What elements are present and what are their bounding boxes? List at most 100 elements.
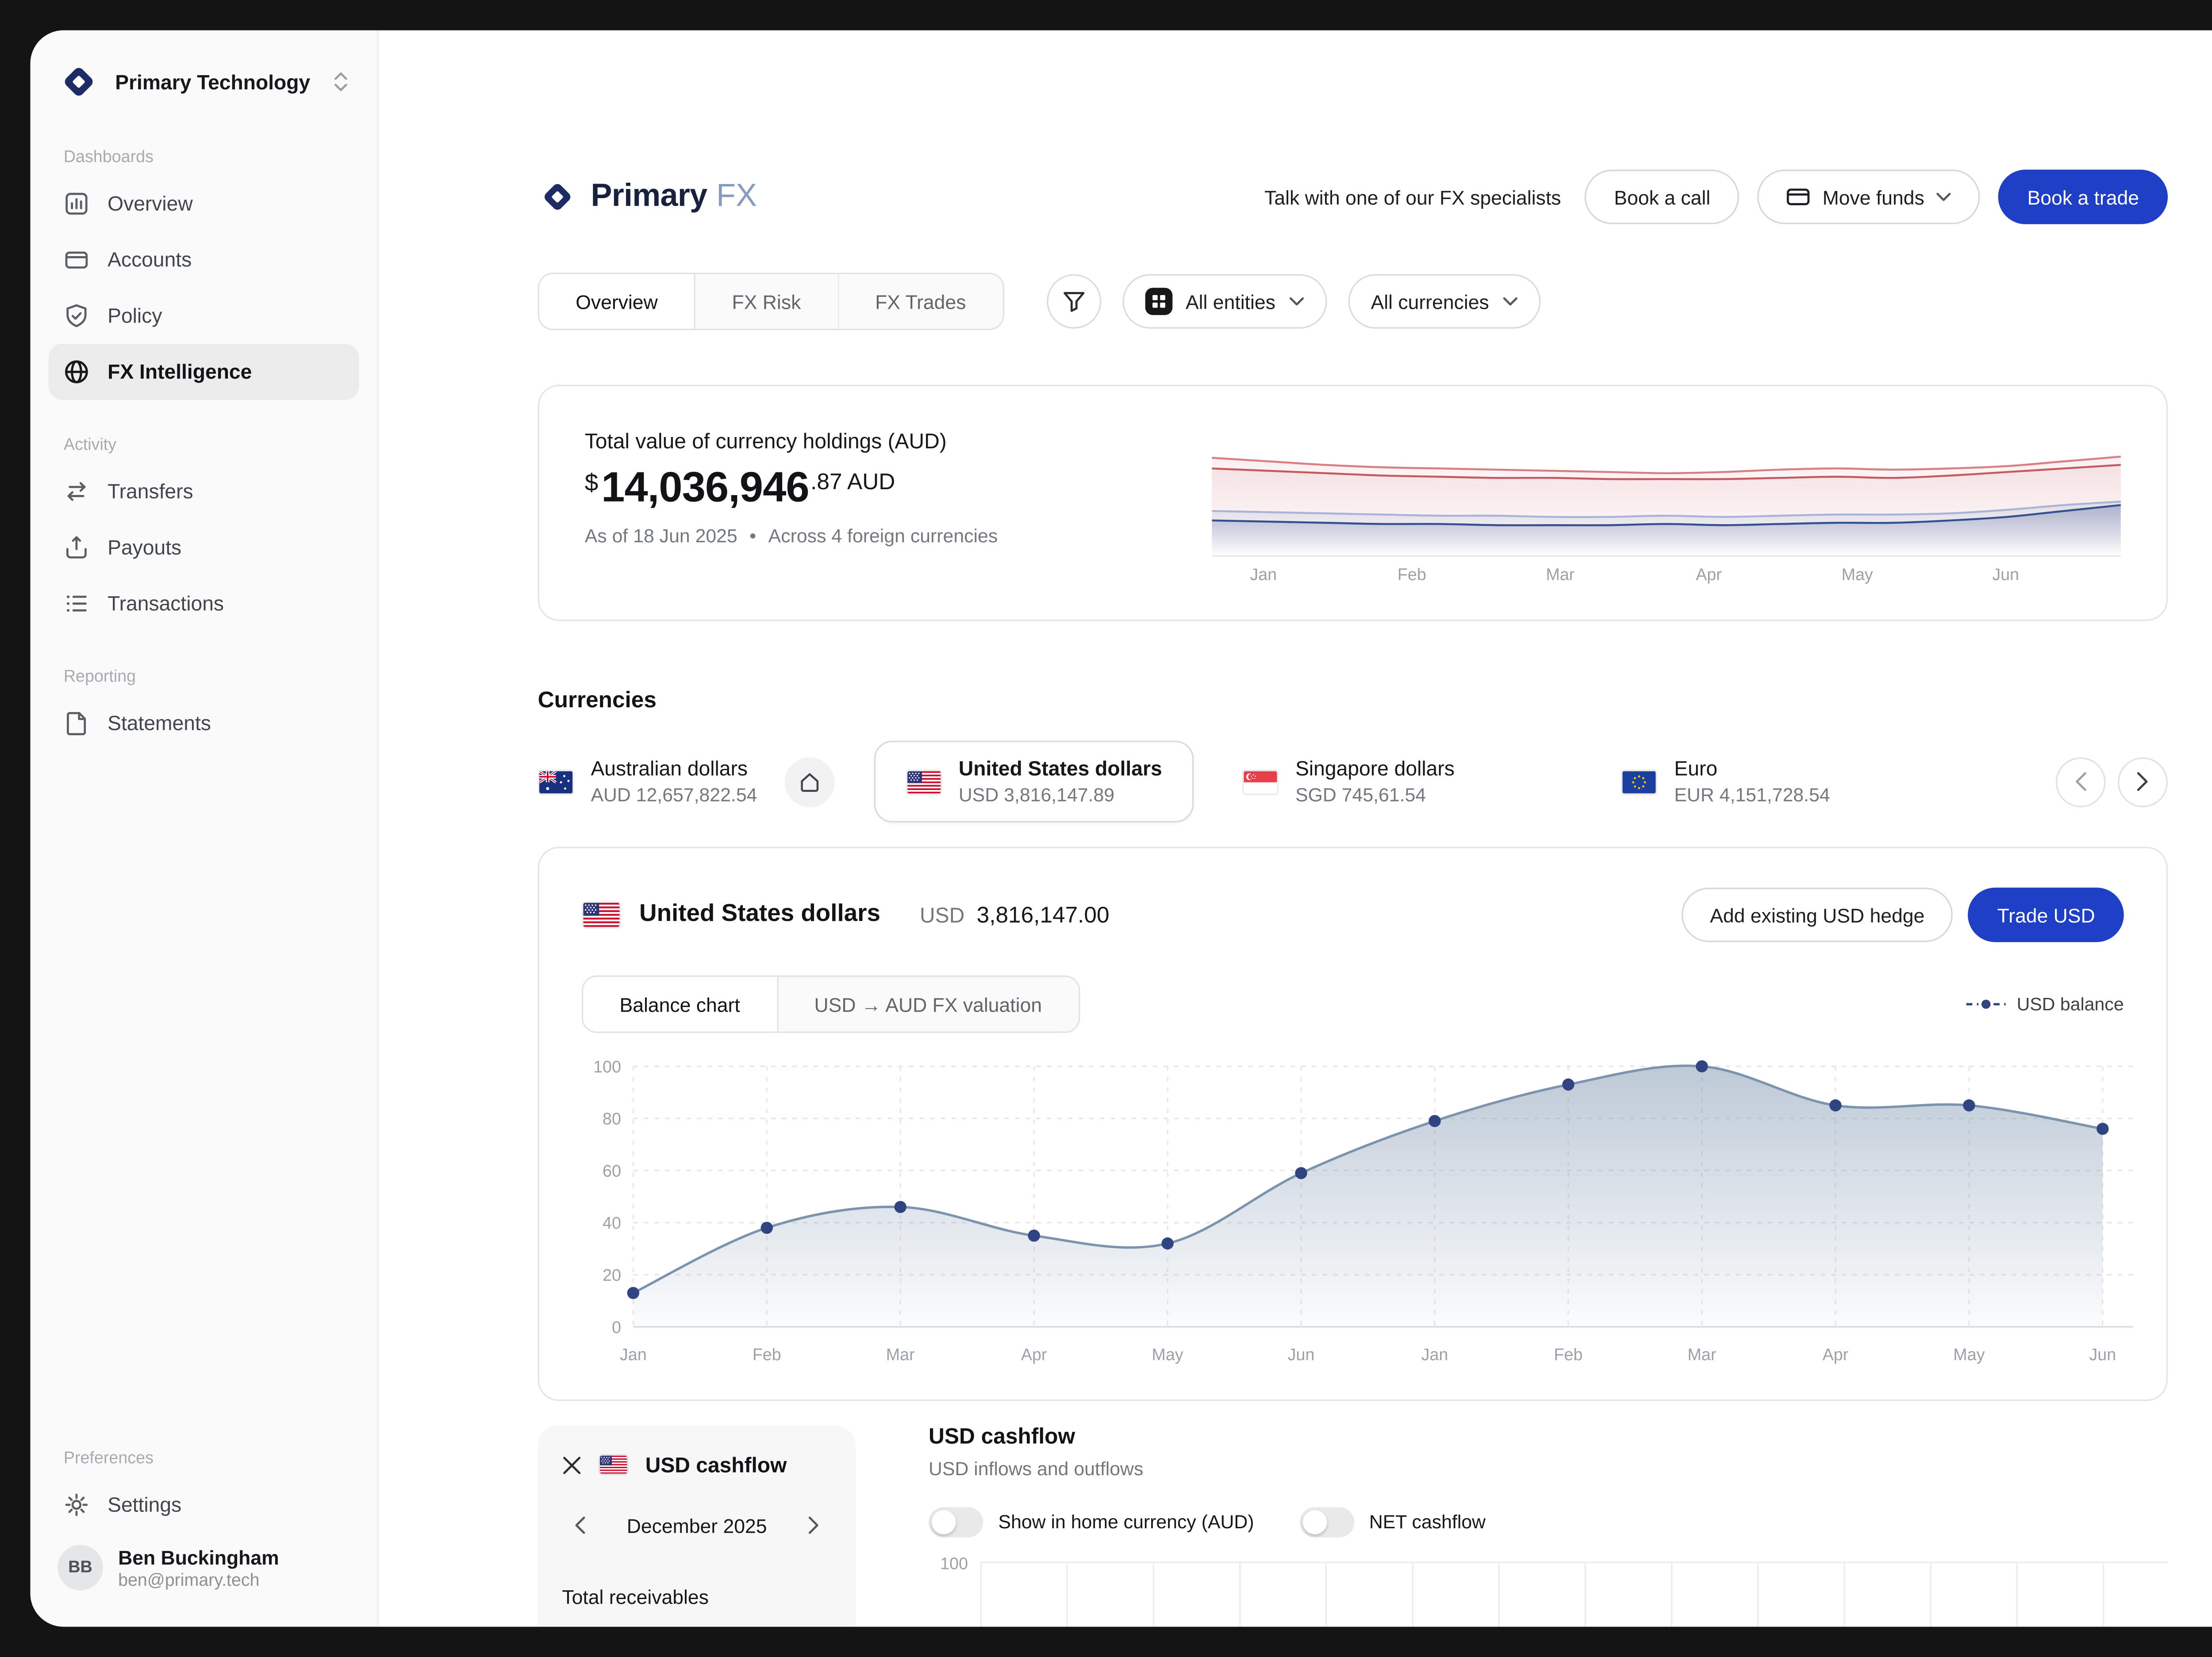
move-funds-button[interactable]: Move funds [1757, 169, 1981, 224]
prev-month-button[interactable] [562, 1507, 598, 1543]
cashflow-chart-area [980, 1561, 2168, 1627]
tab-overview[interactable]: Overview [539, 274, 696, 329]
chevron-left-icon [575, 1516, 585, 1534]
sidebar-item-transactions[interactable]: Transactions [49, 575, 359, 632]
total-receivables-label: Total receivables [562, 1586, 709, 1609]
svg-text:Jan: Jan [1250, 565, 1277, 583]
usd-balance-legend: USD balance [1966, 993, 2124, 1015]
user-email: ben@primary.tech [118, 1571, 260, 1590]
us-flag-icon [906, 768, 942, 794]
holdings-card: Total value of currency holdings (AUD) $… [538, 384, 2168, 621]
svg-text:Apr: Apr [1021, 1345, 1047, 1364]
svg-text:20: 20 [603, 1266, 621, 1285]
usd-code: USD [920, 902, 965, 927]
sidebar-item-statements[interactable]: Statements [49, 695, 359, 752]
card-icon [1787, 188, 1810, 205]
holdings-meta: As of 18 Jun 2025 • Across 4 foreign cur… [584, 525, 998, 547]
eu-flag-icon [1621, 768, 1658, 794]
sidebar-item-fx-intelligence[interactable]: FX Intelligence [48, 344, 359, 400]
carousel-next-button[interactable] [2118, 756, 2168, 807]
sg-flag-icon [1242, 768, 1279, 794]
month-navigator: December 2025 [562, 1507, 832, 1543]
sidebar-item-policy[interactable]: Policy [49, 288, 359, 344]
sidebar-item-payouts[interactable]: Payouts [49, 520, 359, 576]
svg-text:Jan: Jan [1421, 1345, 1448, 1364]
sidebar-item-accounts[interactable]: Accounts [49, 232, 359, 288]
tab-usd-aud-valuation[interactable]: USD → AUD FX valuation [814, 993, 1042, 1016]
tab-fx-trades[interactable]: FX Trades [875, 290, 966, 313]
svg-text:Jun: Jun [1992, 565, 2019, 583]
usd-balance-chart: 0 20 40 60 80 100 Jan Feb Mar Apr May Jun Jan Feb Mar A… [593, 1057, 2133, 1364]
close-icon[interactable] [562, 1455, 582, 1475]
sidebar-item-overview[interactable]: Overview [49, 176, 359, 232]
book-trade-button[interactable]: Book a trade [1998, 169, 2168, 224]
home-currency-toggle[interactable] [929, 1507, 983, 1538]
user-profile[interactable]: BB Ben Buckingham ben@primary.tech [49, 1533, 359, 1603]
entities-filter[interactable]: All entities [1122, 274, 1327, 329]
company-switcher[interactable]: Primary Technology [49, 51, 359, 112]
add-hedge-button[interactable]: Add existing USD hedge [1681, 887, 1954, 942]
sidebar-item-label: FX Intelligence [108, 360, 252, 384]
net-cashflow-toggle-row: NET cashflow [1299, 1507, 1486, 1538]
payout-icon [66, 536, 87, 559]
section-label-preferences: Preferences [63, 1449, 154, 1468]
section-label-reporting: Reporting [63, 668, 136, 687]
svg-text:Jun: Jun [2089, 1345, 2116, 1364]
svg-text:Mar: Mar [1546, 565, 1575, 583]
sidebar-item-label: Transactions [108, 592, 224, 615]
sidebar-item-label: Accounts [108, 248, 192, 271]
list-icon [67, 595, 87, 612]
svg-text:Feb: Feb [1398, 565, 1426, 583]
fx-header: Primary FX Talk with one of our FX speci… [538, 169, 2168, 224]
svg-text:Mar: Mar [1688, 1345, 1717, 1364]
globe-icon [65, 360, 88, 384]
currencies-title: Currencies [538, 687, 657, 713]
next-month-button[interactable] [795, 1507, 832, 1543]
currency-card-usd[interactable]: United States dollars USD 3,816,147.89 [874, 740, 1194, 823]
as-of-date: As of 18 Jun 2025 [584, 525, 737, 547]
sidebar-item-label: Policy [108, 304, 162, 327]
across-currencies: Across 4 foreign currencies [768, 525, 998, 547]
us-flag-icon [598, 1454, 629, 1476]
section-label-activity: Activity [63, 436, 117, 455]
home-currency-toggle-row: Show in home currency (AUD) [929, 1507, 1254, 1538]
sidebar: Primary Technology Dashboards Overview A… [30, 30, 379, 1627]
sidebar-item-label: Payouts [108, 536, 182, 559]
svg-text:0: 0 [612, 1318, 621, 1336]
sidebar-item-settings[interactable]: Settings [49, 1477, 359, 1533]
funnel-icon [1063, 292, 1084, 312]
sidebar-item-transfers[interactable]: Transfers [49, 464, 359, 520]
brand-suffix: FX [716, 179, 757, 214]
holdings-title: Total value of currency holdings (AUD) [584, 429, 947, 453]
currency-card-eur[interactable]: Euro EUR 4,151,728.54 [1621, 757, 1830, 806]
book-call-button[interactable]: Book a call [1585, 169, 1740, 224]
trade-usd-button[interactable]: Trade USD [1968, 887, 2124, 942]
cashflow-subtitle: USD inflows and outflows [929, 1458, 1144, 1480]
sidebar-item-label: Overview [108, 192, 193, 215]
chevron-updown-icon [334, 72, 347, 92]
svg-text:Apr: Apr [1696, 565, 1722, 583]
tab-balance-chart[interactable]: Balance chart [583, 977, 778, 1032]
svg-text:May: May [1841, 565, 1873, 583]
currencies-filter[interactable]: All currencies [1348, 274, 1541, 329]
sidebar-item-label: Transfers [108, 480, 193, 503]
legend-marker-icon [1966, 999, 2006, 1009]
view-tabs: Overview FX Risk FX Trades [538, 272, 1004, 330]
cashflow-main: USD cashflow USD inflows and outflows Sh… [929, 1425, 2168, 1627]
toolbar: Overview FX Risk FX Trades All entities [538, 272, 2168, 330]
tab-fx-risk[interactable]: FX Risk [695, 274, 839, 329]
holdings-sparkline-chart: Jan Feb Mar Apr May Jun [1212, 456, 2121, 583]
section-label-dashboards: Dashboards [63, 148, 154, 167]
home-currency-button[interactable] [784, 756, 835, 807]
currency-card-aud[interactable]: Australian dollars AUD 12,657,822.54 [538, 757, 757, 806]
chevron-down-icon [1937, 192, 1951, 200]
transfer-arrows-icon [67, 482, 86, 501]
currency-card-sgd[interactable]: Singapore dollars SGD 745,61.54 [1242, 757, 1455, 806]
carousel-prev-button[interactable] [2055, 756, 2106, 807]
svg-text:Jan: Jan [620, 1345, 647, 1364]
net-cashflow-toggle[interactable] [1299, 1507, 1354, 1538]
filter-button[interactable] [1046, 274, 1101, 329]
sidebar-item-label: Statements [108, 712, 211, 735]
cashflow-axis-label: 100 [940, 1555, 968, 1574]
